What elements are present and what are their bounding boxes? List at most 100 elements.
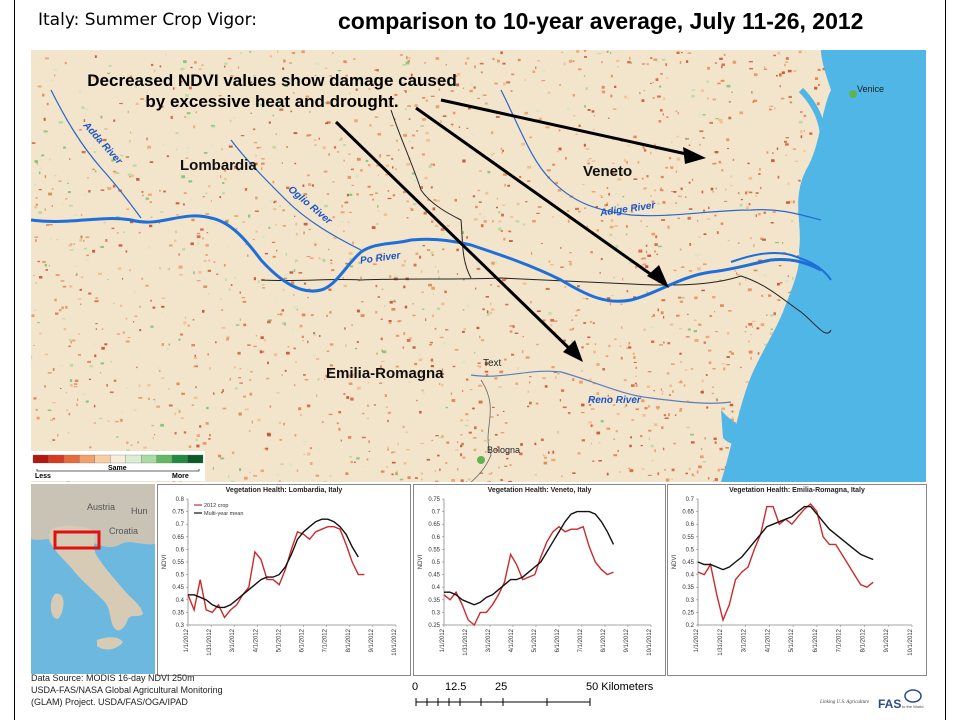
ndvi-pixel [557,431,559,434]
ndvi-pixel [687,216,691,220]
ndvi-pixel [178,410,181,413]
venice-marker [849,90,857,98]
ndvi-pixel [740,366,742,369]
ndvi-pixel [309,110,311,113]
ndvi-pixel [187,324,190,327]
ndvi-pixel [350,397,354,401]
ndvi-pixel [754,73,758,77]
ndvi-pixel [509,330,513,333]
ndvi-pixel [389,124,394,127]
ndvi-pixel [313,332,316,334]
ndvi-pixel [629,469,634,473]
ndvi-pixel [110,360,113,363]
ndvi-pixel [372,198,374,201]
ndvi-pixel [403,260,406,263]
ndvi-pixel [614,338,617,341]
ndvi-pixel [450,84,454,87]
ndvi-pixel [419,255,422,259]
ndvi-pixel [544,385,548,388]
ndvi-pixel [583,50,586,52]
ndvi-pixel [772,211,776,213]
ndvi-pixel [474,352,476,354]
ndvi-pixel [321,421,324,423]
ndvi-pixel [84,107,88,111]
ndvi-pixel [532,219,536,223]
ndvi-pixel [66,481,71,482]
ndvi-pixel [452,111,456,115]
ndvi-pixel [228,288,231,291]
ndvi-pixel [760,186,762,190]
ndvi-pixel [67,432,70,434]
ndvi-pixel [401,83,406,86]
ndvi-pixel [428,165,432,168]
x-tick-label: 9/1/2012 [624,628,630,652]
ndvi-pixel [640,258,643,260]
ndvi-pixel [584,56,587,58]
ndvi-pixel [461,442,464,446]
ndvi-pixel [377,210,380,212]
series-line-multi-year-mean [188,518,359,609]
ndvi-pixel [494,261,498,264]
ndvi-pixel [466,236,468,239]
ndvi-pixel [422,118,426,121]
ndvi-pixel [568,59,573,63]
ndvi-pixel [147,79,152,81]
ndvi-pixel [701,379,704,383]
ndvi-pixel [239,318,241,321]
chart-title-emilia-romagna: Vegetation Health: Emilia-Romagna, Italy [729,487,865,494]
ndvi-pixel [496,446,499,448]
ndvi-pixel [205,192,208,195]
ndvi-pixel [411,134,416,137]
ndvi-pixel [500,479,503,481]
ndvi-pixel [659,189,664,192]
ndvi-pixel [728,310,732,312]
ndvi-pixel [439,468,441,472]
ndvi-pixel [301,50,305,54]
ndvi-pixel [450,392,453,395]
ndvi-pixel [546,169,551,172]
ndvi-pixel [230,456,233,458]
ndvi-pixel [411,370,416,373]
ndvi-pixel [662,201,666,204]
ndvi-pixel [657,245,662,248]
ndvi-pixel [521,350,524,354]
ndvi-pixel [657,308,659,312]
ndvi-pixel [532,70,536,73]
ndvi-pixel [410,73,413,77]
ndvi-pixel [66,409,69,412]
ndvi-pixel [188,86,192,90]
ndvi-pixel [420,270,423,273]
ndvi-pixel [405,431,408,433]
ndvi-pixel [648,437,650,441]
ndvi-pixel [439,336,444,339]
ndvi-pixel [407,59,410,63]
ndvi-pixel [148,246,151,249]
ndvi-pixel [704,437,706,440]
ndvi-pixel [406,200,409,203]
ndvi-pixel [100,371,102,374]
ndvi-pixel [284,369,287,372]
ndvi-pixel [527,180,531,182]
ndvi-pixel [231,451,235,455]
ndvi-pixel [691,473,694,476]
ndvi-pixel [456,83,460,87]
ndvi-pixel [438,88,441,91]
ndvi-pixel [450,90,454,92]
ndvi-pixel [372,263,377,265]
ndvi-pixel [403,191,406,194]
ndvi-pixel [286,146,288,148]
ndvi-pixel [322,258,326,262]
ndvi-pixel [394,118,396,121]
ndvi-pixel [174,412,176,416]
ndvi-pixel [168,343,171,346]
ndvi-pixel [641,63,646,65]
ndvi-pixel [536,343,539,346]
ndvi-pixel [647,474,652,476]
x-tick-label: 7/1/2012 [578,628,584,652]
ndvi-pixel [253,103,256,105]
x-tick-label: 9/1/2012 [369,628,375,652]
ndvi-pixel [732,416,734,419]
ndvi-pixel [568,218,571,220]
ndvi-pixel [52,417,56,420]
ndvi-pixel [474,65,476,69]
